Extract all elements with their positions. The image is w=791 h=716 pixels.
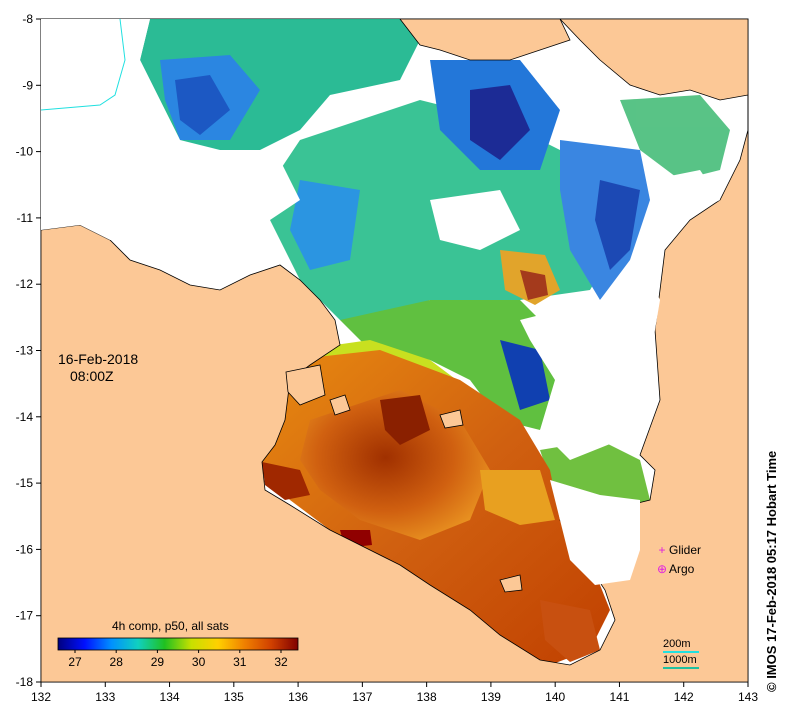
colorbar-tick-label: 30 [192,655,206,669]
y-tick-label: -13 [16,344,34,358]
y-tick-label: -8 [22,12,33,26]
x-tick-label: 136 [288,690,308,704]
x-tick-label: 137 [352,690,372,704]
colorbar-tick-label: 28 [110,655,124,669]
y-axis: -8 -9 -10 -11 -12 -13 -14 -15 -16 -17 -18 [16,12,41,689]
x-tick-label: 140 [545,690,565,704]
colorbar-tick-label: 32 [274,655,288,669]
x-tick-label: 143 [738,690,758,704]
colorbar-tick-label: 31 [233,655,247,669]
argo-marker-icon: ⊕ [656,561,668,576]
glider-marker-icon: + [658,542,666,557]
x-tick-label: 138 [417,690,437,704]
y-tick-label: -14 [16,410,34,424]
depth-line-200m-icon [663,651,699,653]
x-tick-label: 139 [481,690,501,704]
sst-field-warm [260,350,610,665]
x-tick-label: 134 [160,690,180,704]
colorbar-tick-label: 27 [68,655,82,669]
x-tick-label: 132 [31,690,51,704]
y-tick-label: -17 [16,609,34,623]
sst-field-cool [140,19,730,320]
depth-label-1000m: 1000m [663,654,697,666]
y-tick-label: -9 [22,78,33,92]
x-tick-label: 133 [95,690,115,704]
marker-legend: + Glider ⊕ Argo [655,540,701,578]
time-label: 08:00Z [70,368,114,384]
x-tick-label: 135 [224,690,244,704]
x-tick-label: 141 [609,690,629,704]
date-time-label: 16-Feb-2018 08:00Z [58,351,138,385]
colorbar: 27 28 29 30 31 32 [57,637,299,669]
colorbar-gradient [57,637,299,651]
depth-contour-legend: 200m 1000m [663,637,699,669]
y-tick-label: -11 [17,211,34,225]
legend-item-glider: + Glider [655,540,701,559]
y-tick-label: -12 [16,277,34,291]
x-axis: 132 133 134 135 136 137 138 139 140 141 142 143 [31,682,758,704]
date-label: 16-Feb-2018 [58,351,139,367]
y-tick-label: -16 [16,542,34,556]
colorbar-tick-label: 29 [151,655,165,669]
cloud-gaps [41,19,720,585]
credit-label: © IMOS 17-Feb-2018 05:17 Hobart Time [764,450,779,692]
y-tick-label: -18 [16,675,34,689]
legend-item-argo: ⊕ Argo [655,559,701,578]
colorbar-title: 4h comp, p50, all sats [112,619,229,633]
depth-label-200m: 200m [663,638,691,650]
legend-label-glider: Glider [669,542,702,557]
y-tick-label: -10 [16,145,34,159]
depth-line-1000m-icon [663,667,699,669]
depth-contour-200m [41,19,126,111]
land [41,19,748,682]
x-tick-label: 142 [674,690,694,704]
legend-label-argo: Argo [669,561,695,576]
y-tick-label: -15 [16,476,34,490]
